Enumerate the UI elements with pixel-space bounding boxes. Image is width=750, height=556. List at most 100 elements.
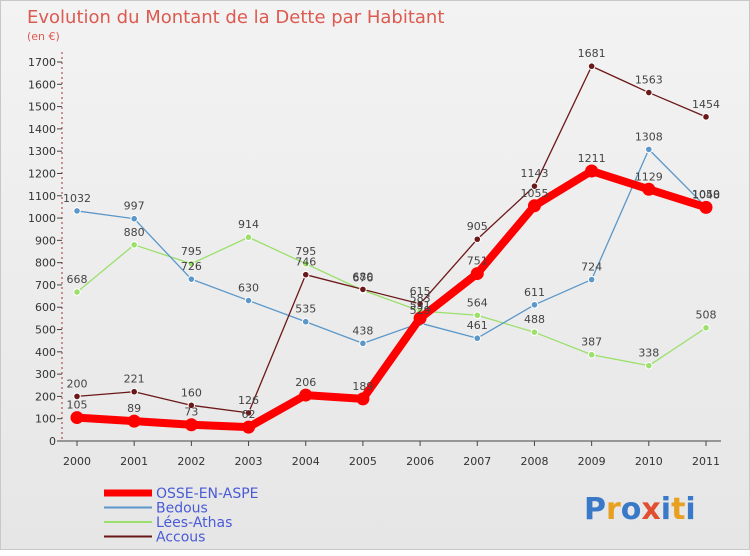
- axis-ticks: 0 100 200 300 400 500 600 700 800 900 1000 1100 1200…: [28, 56, 720, 468]
- series-point-2: [702, 323, 710, 332]
- series-point-1: [473, 334, 482, 343]
- x-tick-label: 2005: [349, 455, 377, 468]
- logo-letter: r: [606, 492, 621, 527]
- data-label: 746: [295, 256, 316, 269]
- data-labels: 105 89 73 62 206 189 551 751 1055 1211 1129 1048 103…: [63, 47, 720, 421]
- logo-letter: i: [685, 492, 695, 527]
- data-label: 508: [696, 309, 717, 322]
- data-label: 160: [181, 386, 202, 399]
- x-tick-label: 2000: [63, 455, 91, 468]
- data-label: 1211: [578, 152, 606, 165]
- data-label: 880: [124, 226, 145, 239]
- x-tick-label: 2001: [120, 455, 148, 468]
- y-tick-label: 800: [35, 257, 56, 270]
- series-point-2: [301, 259, 310, 268]
- series-point-3: [187, 401, 196, 410]
- data-label: 611: [524, 286, 545, 299]
- data-label: 1143: [520, 167, 548, 180]
- logo-letter: x: [641, 492, 660, 527]
- data-label: 126: [238, 394, 259, 407]
- data-label: 387: [581, 336, 602, 349]
- legend-label: Bedous: [156, 501, 208, 517]
- data-label: 551: [410, 299, 431, 312]
- series-point-1: [359, 339, 367, 348]
- series-point-3: [73, 392, 81, 401]
- series-point-2: [587, 350, 596, 359]
- data-label: 189: [352, 380, 373, 393]
- data-label: 724: [581, 261, 602, 274]
- data-label: 914: [238, 218, 259, 231]
- x-tick-label: 2003: [235, 455, 263, 468]
- y-tick-label: 1000: [28, 212, 56, 225]
- data-label: 1129: [635, 170, 663, 183]
- data-label: 1050: [692, 188, 720, 201]
- series-point-0: [299, 388, 313, 402]
- data-label: 1048: [692, 188, 720, 201]
- data-label: 905: [467, 220, 488, 233]
- series-point-3: [359, 285, 367, 294]
- y-tick-label: 1200: [28, 167, 56, 180]
- data-label: 73: [184, 406, 198, 419]
- data-label: 338: [638, 347, 659, 360]
- chart-title: Evolution du Montant de la Dette par Hab…: [27, 7, 444, 28]
- series-point-3: [301, 270, 310, 279]
- y-tick-label: 300: [35, 368, 56, 381]
- series-point-0: [242, 420, 256, 434]
- series-point-1: [587, 275, 596, 284]
- series-point-1: [301, 317, 310, 326]
- series-point-0: [642, 182, 656, 196]
- proxiti-logo: Proxiti: [584, 492, 696, 527]
- y-tick-label: 700: [35, 279, 56, 292]
- logo-letter: t: [671, 492, 685, 527]
- data-label: 1563: [635, 74, 663, 87]
- series-point-3: [530, 182, 539, 190]
- legend-label: OSSE-EN-ASPE: [156, 486, 259, 502]
- data-label: 997: [124, 200, 145, 213]
- series-line-3: [76, 65, 707, 414]
- x-tick-label: 2009: [578, 455, 606, 468]
- data-label: 488: [524, 313, 545, 326]
- series-point-0: [699, 200, 713, 214]
- series-line-1: [76, 148, 707, 345]
- series-point-3: [645, 88, 653, 97]
- series-line-0: [73, 167, 710, 432]
- series-point-2: [530, 328, 539, 337]
- data-label: 89: [127, 402, 141, 415]
- series-point-3: [130, 387, 138, 396]
- data-label: 615: [410, 285, 431, 298]
- data-label: 680: [352, 270, 373, 283]
- series-point-2: [187, 259, 196, 268]
- series-point-1: [530, 300, 539, 309]
- y-tick-label: 500: [35, 324, 56, 337]
- y-tick-label: 1600: [28, 78, 56, 91]
- x-tick-label: 2008: [520, 455, 548, 468]
- y-tick-label: 1300: [28, 145, 56, 158]
- x-tick-label: 2010: [635, 455, 663, 468]
- legend-label: Accous: [156, 530, 205, 546]
- series-group: [70, 62, 713, 434]
- series-point-3: [416, 300, 424, 308]
- series-point-1: [187, 275, 196, 283]
- data-label: 105: [67, 399, 88, 412]
- logo-letter: P: [584, 492, 606, 527]
- data-label: 461: [467, 319, 488, 332]
- series-point-1: [645, 145, 653, 154]
- legend-label: Lées-Athas: [156, 515, 232, 531]
- series-point-0: [585, 164, 599, 178]
- series-point-2: [244, 233, 253, 242]
- y-tick-label: 1400: [28, 123, 56, 136]
- series-line-2: [76, 236, 707, 367]
- data-label: 200: [67, 377, 88, 390]
- y-tick-label: 200: [35, 390, 56, 403]
- x-tick-label: 2011: [692, 455, 720, 468]
- y-tick-label: 900: [35, 234, 56, 247]
- y-tick-label: 600: [35, 301, 56, 314]
- data-label: 630: [238, 282, 259, 295]
- series-point-1: [73, 207, 81, 215]
- x-tick-label: 2002: [177, 455, 205, 468]
- series-point-2: [473, 311, 482, 320]
- series-point-2: [73, 288, 81, 296]
